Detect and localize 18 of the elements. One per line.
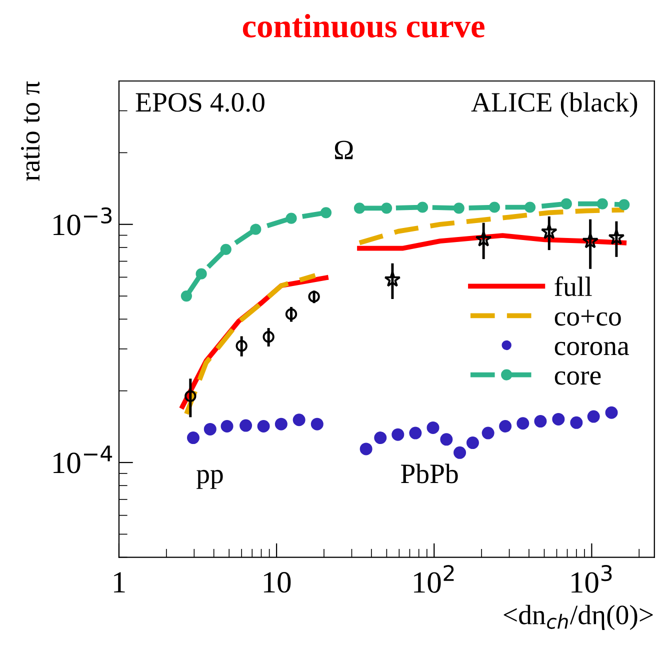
- y-tick-label: 10$^{−3}$: [54, 207, 112, 236]
- annotation: pp: [196, 470, 223, 489]
- legend-label: co+co: [554, 310, 621, 326]
- annotation: EPOS 4.0.0: [136, 93, 264, 112]
- annotation: ALICE (black): [471, 92, 638, 118]
- y-tick-label: 10$^{−4}$: [54, 446, 112, 474]
- legend-label: core: [554, 371, 601, 385]
- x-tick-label: 10$^{2}$: [414, 564, 454, 593]
- x-tick-label: 10$^{3}$: [572, 564, 612, 593]
- y-axis-title: ratio to π: [21, 81, 40, 181]
- x-tick-label: 10: [264, 572, 291, 593]
- legend-label: corona: [554, 342, 630, 356]
- annotation: Ω: [334, 140, 353, 160]
- annotation: PbPb: [400, 464, 458, 484]
- legend-label: full: [554, 276, 592, 296]
- chart-title: continuous curve: [242, 14, 484, 38]
- x-axis-title: <dn$_{ch}$/dη(0)>: [504, 604, 653, 630]
- x-tick-label: 1: [114, 572, 125, 592]
